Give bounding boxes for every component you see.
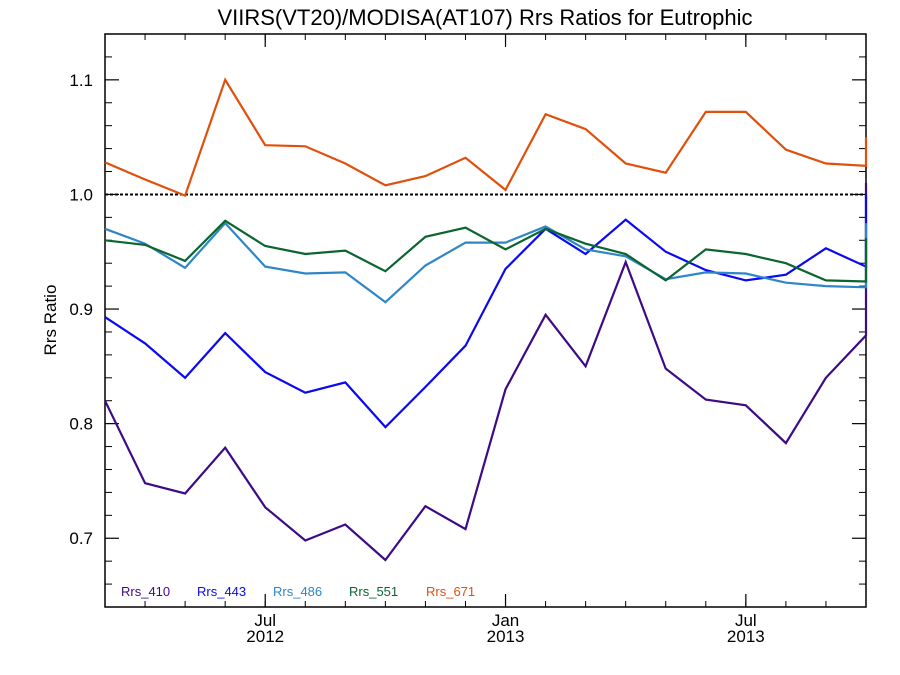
series-line-rrs-410 (104, 183, 868, 562)
series-lines (104, 77, 868, 562)
legend-item-rrs-486: Rrs_486 (273, 584, 322, 599)
x-tick-label-year: 2013 (487, 627, 525, 646)
series-line-rrs-443 (104, 194, 868, 429)
chart-title: VIIRS(VT20)/MODISA(AT107) Rrs Ratios for… (217, 5, 752, 30)
y-tick-label: 1.1 (69, 71, 93, 90)
x-tick-label-year: 2013 (727, 627, 765, 646)
legend: Rrs_410 Rrs_443 Rrs_486 Rrs_551 Rrs_671 (121, 584, 475, 599)
x-tick-label-month: Jul (254, 611, 276, 630)
y-axis-label: Rrs Ratio (41, 285, 60, 356)
legend-item-rrs-410: Rrs_410 (121, 584, 170, 599)
series-line-rrs-671 (104, 77, 868, 198)
y-tick-label: 0.9 (69, 300, 93, 319)
series-line-rrs-551 (104, 219, 868, 283)
legend-item-rrs-551: Rrs_551 (349, 584, 398, 599)
series-line-rrs-486 (104, 221, 868, 304)
legend-item-rrs-443: Rrs_443 (197, 584, 246, 599)
plot-frame (104, 33, 867, 608)
y-tick-label: 0.8 (69, 415, 93, 434)
x-tick-label-month: Jul (735, 611, 757, 630)
y-tick-label: 1.0 (69, 185, 93, 204)
x-tick-label-month: Jan (492, 611, 519, 630)
y-tick-label: 0.7 (69, 529, 93, 548)
x-tick-label-year: 2012 (246, 627, 284, 646)
legend-item-rrs-671: Rrs_671 (426, 584, 475, 599)
